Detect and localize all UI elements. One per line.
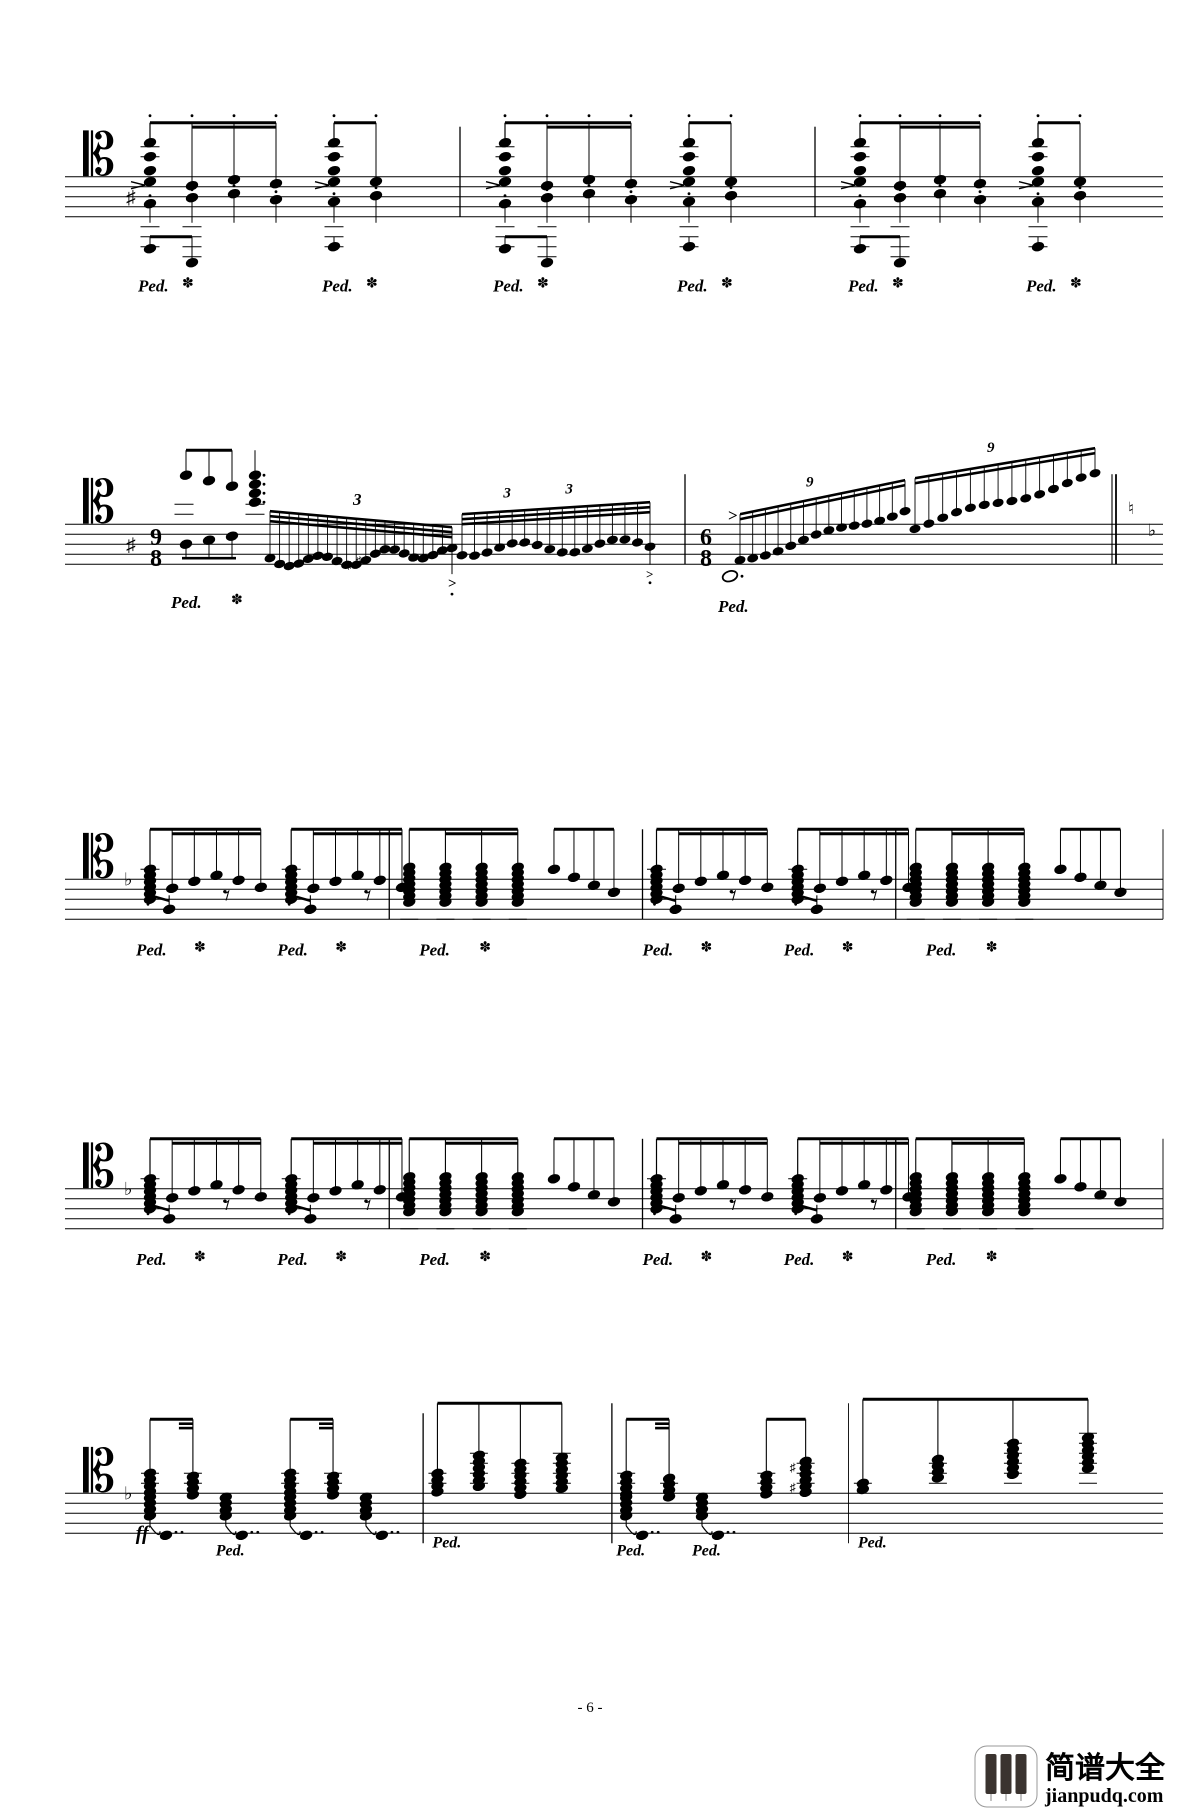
svg-text:𝄾: 𝄾 <box>222 879 230 912</box>
svg-text:Ped.: Ped. <box>676 277 708 296</box>
svg-text:简谱大全: 简谱大全 <box>1045 1751 1166 1785</box>
svg-text:>: > <box>448 576 457 592</box>
svg-text:𝄡: 𝄡 <box>83 825 115 890</box>
svg-text:9: 9 <box>806 475 814 491</box>
svg-text:✽: ✽ <box>892 277 904 292</box>
svg-text:Ped.: Ped. <box>642 940 674 959</box>
svg-text:Ped.: Ped. <box>170 593 202 612</box>
svg-text:𝄡: 𝄡 <box>83 1439 115 1504</box>
svg-text:✽: ✽ <box>366 277 378 292</box>
svg-text:✽: ✽ <box>842 1250 854 1265</box>
svg-text:♮: ♮ <box>1128 499 1134 518</box>
svg-text:𝄾: 𝄾 <box>870 879 878 912</box>
svg-text:Ped.: Ped. <box>642 1250 674 1269</box>
svg-text:𝄡: 𝄡 <box>83 1134 115 1199</box>
svg-text:𝄾: 𝄾 <box>364 879 372 912</box>
svg-text:✽: ✽ <box>1070 277 1082 292</box>
svg-text:>: > <box>728 506 738 525</box>
svg-text:3: 3 <box>564 482 573 498</box>
svg-text:♯: ♯ <box>790 1460 796 1474</box>
svg-text:Ped.: Ped. <box>321 277 353 296</box>
svg-text:Ped.: Ped. <box>418 940 450 959</box>
svg-text:♯: ♯ <box>126 535 136 556</box>
svg-text:♭: ♭ <box>1148 521 1156 540</box>
svg-text:Ped.: Ped. <box>857 1534 887 1551</box>
svg-text:♭: ♭ <box>124 869 133 889</box>
svg-text:jianpudq.com: jianpudq.com <box>1044 1785 1164 1807</box>
svg-text:Ped.: Ped. <box>215 1542 245 1559</box>
svg-text:𝄾: 𝄾 <box>870 1189 878 1222</box>
svg-text:Ped.: Ped. <box>925 1250 957 1269</box>
svg-text:𝄡: 𝄡 <box>83 470 115 535</box>
svg-text:Ped.: Ped. <box>783 940 815 959</box>
svg-text:✽: ✽ <box>986 1250 998 1265</box>
svg-text:✽: ✽ <box>194 1250 206 1265</box>
svg-text:Ped.: Ped. <box>847 277 879 296</box>
svg-text:✽: ✽ <box>537 277 549 292</box>
svg-text:♯: ♯ <box>356 555 362 567</box>
svg-text:✽: ✽ <box>986 940 998 955</box>
svg-text:Ped.: Ped. <box>615 1542 645 1559</box>
svg-text:✽: ✽ <box>721 277 733 292</box>
svg-text:✽: ✽ <box>479 1250 491 1265</box>
svg-text:✽: ✽ <box>231 593 243 608</box>
svg-text:✽: ✽ <box>182 277 194 292</box>
svg-text:♯: ♯ <box>790 1480 796 1494</box>
svg-text:✽: ✽ <box>842 940 854 955</box>
svg-text:3: 3 <box>502 486 511 502</box>
svg-text:♭: ♭ <box>124 1179 133 1199</box>
svg-text:>: > <box>646 567 653 582</box>
svg-text:♯: ♯ <box>126 188 136 209</box>
svg-text:Ped.: Ped. <box>691 1542 721 1559</box>
svg-text:- 6 -: - 6 - <box>578 1700 603 1716</box>
svg-text:𝄡: 𝄡 <box>83 122 115 187</box>
svg-text:8: 8 <box>700 546 712 572</box>
svg-text:✽: ✽ <box>335 1250 347 1265</box>
svg-text:✽: ✽ <box>701 1250 713 1265</box>
svg-text:♯: ♯ <box>347 560 353 572</box>
svg-text:Ped.: Ped. <box>717 597 749 616</box>
svg-text:𝄾: 𝄾 <box>729 879 737 912</box>
svg-text:Ped.: Ped. <box>925 940 957 959</box>
svg-text:Ped.: Ped. <box>137 277 169 296</box>
svg-text:Ped.: Ped. <box>135 1250 167 1269</box>
svg-text:Ped.: Ped. <box>783 1250 815 1269</box>
svg-text:3: 3 <box>352 490 362 509</box>
svg-text:✽: ✽ <box>479 940 491 955</box>
svg-text:Ped.: Ped. <box>276 1250 308 1269</box>
svg-text:Ped.: Ped. <box>431 1534 461 1551</box>
svg-text:✽: ✽ <box>335 940 347 955</box>
svg-text:Ped.: Ped. <box>276 940 308 959</box>
svg-text:✽: ✽ <box>194 940 206 955</box>
svg-text:♭: ♭ <box>124 1483 133 1503</box>
svg-text:𝄾: 𝄾 <box>729 1189 737 1222</box>
svg-text:Ped.: Ped. <box>135 940 167 959</box>
svg-text:𝄾: 𝄾 <box>364 1189 372 1222</box>
svg-text:9: 9 <box>987 440 995 456</box>
svg-text:Ped.: Ped. <box>1025 277 1057 296</box>
svg-text:✽: ✽ <box>701 940 713 955</box>
svg-text:𝄾: 𝄾 <box>222 1189 230 1222</box>
svg-text:8: 8 <box>150 546 162 572</box>
svg-text:Ped.: Ped. <box>492 277 524 296</box>
svg-text:Ped.: Ped. <box>418 1250 450 1269</box>
